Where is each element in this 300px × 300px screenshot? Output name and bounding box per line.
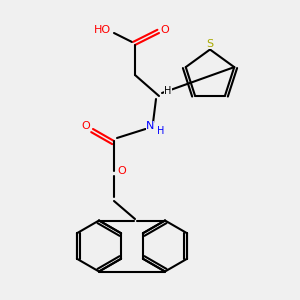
Text: HO: HO: [94, 25, 111, 35]
Text: S: S: [206, 38, 214, 49]
Text: O: O: [160, 25, 169, 35]
Text: O: O: [81, 121, 90, 131]
Text: N: N: [146, 121, 154, 131]
Text: H: H: [164, 86, 172, 97]
Text: O: O: [117, 166, 126, 176]
Text: H: H: [157, 125, 164, 136]
